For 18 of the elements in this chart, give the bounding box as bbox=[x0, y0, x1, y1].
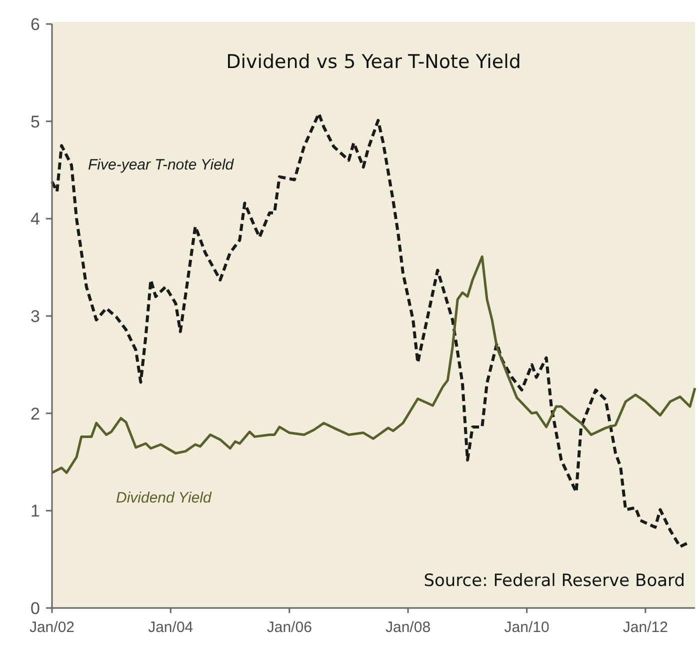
y-tick-label: 0 bbox=[30, 598, 40, 618]
series-label: Five-year T-note Yield bbox=[88, 156, 234, 174]
y-tick-label: 3 bbox=[30, 306, 40, 326]
y-tick-label: 6 bbox=[30, 14, 40, 34]
x-tick-label: Jan/10 bbox=[504, 619, 550, 636]
text: Dividend vs 5 Year T-Note Yield bbox=[226, 51, 521, 73]
x-tick-label: Jan/08 bbox=[386, 619, 431, 636]
y-tick-label: 5 bbox=[30, 112, 40, 132]
x-tick-label: Jan/02 bbox=[29, 619, 75, 636]
text: Dividend Yield bbox=[116, 490, 212, 507]
y-tick-label: 1 bbox=[30, 502, 40, 521]
x-tick-label: Jan/04 bbox=[148, 619, 194, 636]
y-tick-label: 4 bbox=[30, 210, 40, 229]
y-tick-label: 2 bbox=[30, 404, 40, 424]
x-tick-label: Jan/12 bbox=[622, 619, 668, 636]
annotation: Source: Federal Reserve Board bbox=[424, 571, 685, 591]
line-series bbox=[50, 255, 696, 474]
x-tick-label: Jan/06 bbox=[266, 619, 312, 636]
